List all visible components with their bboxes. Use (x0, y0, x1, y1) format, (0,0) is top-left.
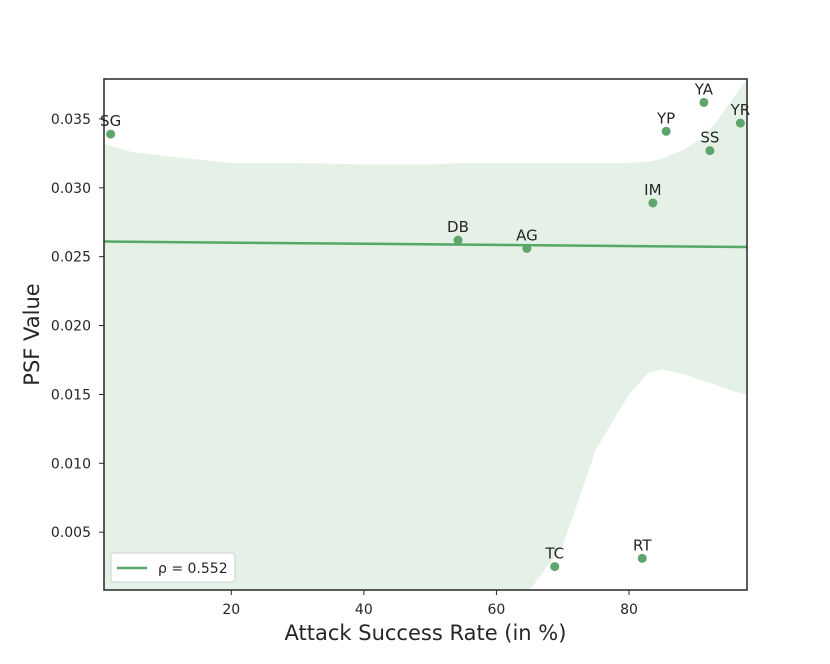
legend: ρ = 0.552 (110, 552, 236, 583)
legend-label: ρ = 0.552 (158, 561, 228, 577)
point-label-sg: SG (100, 112, 121, 130)
point-label-yp: YP (656, 109, 675, 127)
y-tick-label: 0.025 (51, 250, 91, 266)
y-tick-label: 0.010 (51, 456, 91, 472)
point-label-yr: YR (730, 101, 751, 119)
data-point-im (648, 198, 658, 208)
y-tick-label: 0.015 (51, 387, 91, 403)
data-point-ag (522, 243, 532, 253)
data-point-db (453, 235, 463, 245)
data-point-tc (550, 562, 560, 572)
point-label-ya: YA (694, 80, 714, 98)
point-label-ss: SS (700, 129, 719, 147)
x-axis-title: Attack Success Rate (in %) (285, 621, 567, 645)
legend-box (110, 552, 236, 583)
point-label-tc: TC (544, 545, 564, 563)
x-tick-label: 80 (620, 602, 638, 618)
data-point-rt (637, 553, 647, 563)
data-point-yp (661, 126, 671, 136)
confidence-band (104, 79, 747, 590)
regression-line (104, 240, 747, 249)
y-axis-title: PSF Value (20, 283, 44, 385)
point-label-ag: AG (516, 226, 538, 244)
plot-frame (103, 78, 748, 591)
y-tick-label: 0.005 (51, 525, 91, 541)
x-tick-label: 20 (222, 602, 240, 618)
data-point-sg (106, 129, 116, 139)
y-tick-label: 0.035 (51, 112, 91, 128)
y-tick-label: 0.020 (51, 319, 91, 335)
data-point-yr (735, 118, 745, 128)
x-tick-label: 40 (355, 602, 373, 618)
point-label-rt: RT (633, 536, 652, 554)
data-point-ss (705, 146, 715, 156)
point-label-db: DB (447, 218, 469, 236)
point-label-im: IM (644, 181, 661, 199)
y-tick-label: 0.030 (51, 181, 91, 197)
x-tick-label: 60 (488, 602, 506, 618)
data-point-ya (699, 97, 709, 107)
